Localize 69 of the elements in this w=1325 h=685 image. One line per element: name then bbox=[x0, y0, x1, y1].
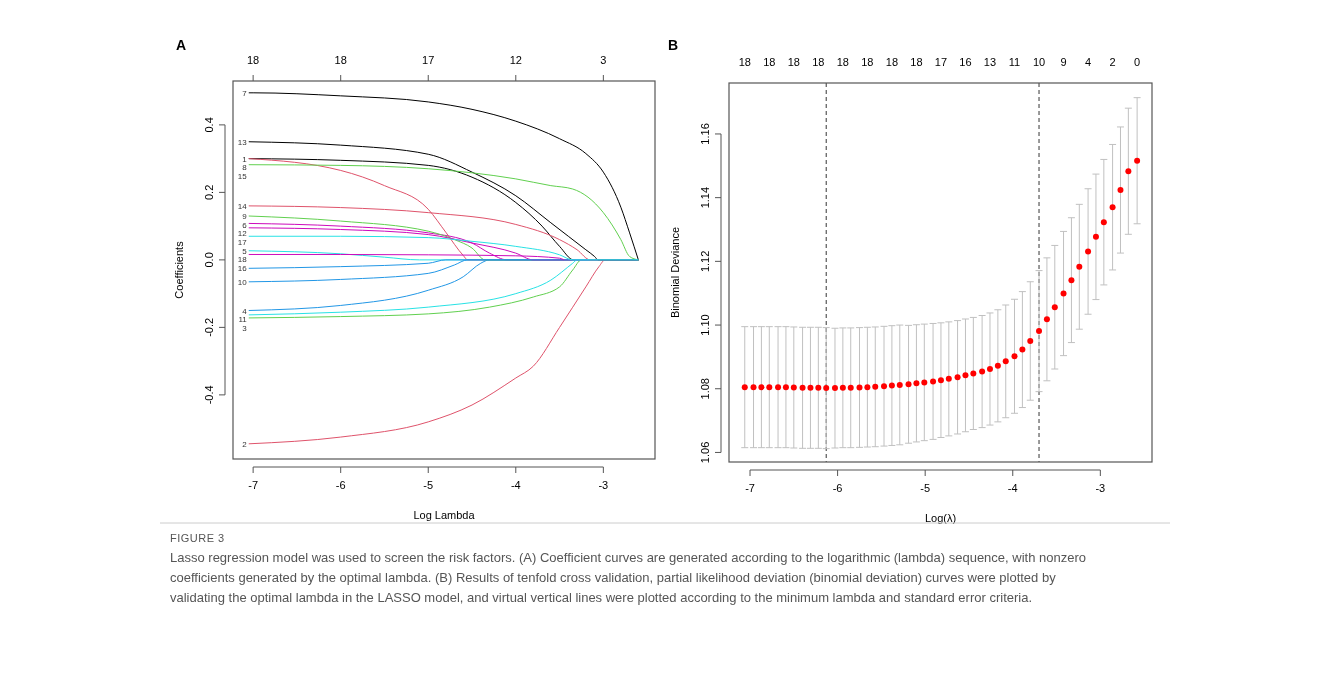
series-label: 18 bbox=[237, 255, 248, 265]
text: 17 bbox=[934, 56, 948, 68]
text: 18 bbox=[787, 56, 800, 68]
y-tick-label: 0.4 bbox=[203, 117, 215, 133]
y-tick-label: 1.14 bbox=[699, 186, 711, 209]
y-tick-label: 0.0 bbox=[203, 252, 215, 268]
caption: FIGURE 3 bbox=[170, 532, 225, 544]
y-tick-label: 1.08 bbox=[699, 378, 711, 400]
x-axis-title: Log Lambda bbox=[413, 509, 476, 521]
y-tick-label: 1.10 bbox=[699, 314, 711, 336]
annotation: 3 bbox=[600, 54, 607, 66]
chart-title: A bbox=[176, 37, 187, 53]
text: 4 bbox=[1085, 56, 1092, 68]
x-tick-label: -5 bbox=[920, 482, 931, 494]
text: 2 bbox=[1109, 56, 1116, 68]
y-axis-title: Coefficients bbox=[173, 240, 185, 299]
series-label: 6 bbox=[242, 220, 248, 230]
series-label: 15 bbox=[237, 171, 248, 181]
text: 18 bbox=[738, 56, 751, 68]
y-tick-label: 1.16 bbox=[699, 123, 711, 145]
text: Lasso regression model was used to screen the risk factors. (A) Coefficient curves are generated according to the logarithmic (lambda) sequence, with nonzero coefficients generated by the optimal lambda. (B) Results of tenfold cross validation, partial likelihood deviation (binomial deviation) curves were plotted by validating the optimal lambda in the LASSO model, and virtual vertical lines were plotted according to the minimum lambda and standard error criteria. bbox=[170, 550, 1086, 605]
y-axis-title: Binomial Deviance bbox=[669, 226, 681, 319]
text: 18 bbox=[885, 56, 899, 68]
x-tick-label: -6 bbox=[832, 482, 843, 494]
chart-title: B bbox=[668, 37, 679, 53]
y-tick-label: 1.12 bbox=[699, 250, 711, 273]
annotation: 17 bbox=[422, 54, 435, 66]
text: 18 bbox=[910, 56, 923, 68]
text: 10 bbox=[1032, 56, 1046, 68]
series-label: 11 bbox=[238, 315, 248, 324]
x-tick-label: -3 bbox=[598, 479, 609, 491]
y-tick-label: -0.4 bbox=[203, 385, 215, 405]
text: 0 bbox=[1134, 56, 1141, 68]
y-tick-label: -0.2 bbox=[203, 317, 215, 337]
series-label: 17 bbox=[237, 237, 248, 247]
series-label: 14 bbox=[237, 201, 248, 211]
x-tick-label: -4 bbox=[1007, 482, 1018, 494]
series-label: 8 bbox=[242, 163, 248, 173]
text: 18 bbox=[763, 56, 776, 68]
series-label: 16 bbox=[237, 264, 248, 274]
series-label: 4 bbox=[242, 306, 248, 316]
annotation: 18 bbox=[247, 54, 260, 66]
text: 11 bbox=[1008, 56, 1021, 68]
x-tick-label: -7 bbox=[745, 482, 755, 494]
annotation: 18 bbox=[334, 54, 347, 66]
series-label: 12 bbox=[237, 229, 248, 238]
series-label: 1 bbox=[242, 154, 248, 164]
text: 16 bbox=[959, 56, 972, 68]
text: 18 bbox=[836, 56, 849, 68]
x-tick-label: -4 bbox=[510, 479, 521, 491]
x-axis-title: Log(λ) bbox=[924, 512, 957, 524]
y-tick-label: 0.2 bbox=[203, 184, 215, 201]
series-label: 9 bbox=[242, 212, 248, 221]
y-tick-label: 1.06 bbox=[699, 441, 711, 464]
text: 18 bbox=[861, 56, 874, 68]
x-tick-label: -3 bbox=[1095, 482, 1106, 494]
series-label: 7 bbox=[242, 88, 248, 98]
x-tick-label: -6 bbox=[335, 479, 346, 491]
series-label: 3 bbox=[242, 323, 248, 333]
series-label: 10 bbox=[237, 277, 248, 287]
x-tick-label: -5 bbox=[423, 479, 434, 491]
x-tick-label: -7 bbox=[248, 479, 259, 491]
series-label: 5 bbox=[242, 246, 248, 256]
text: 18 bbox=[812, 56, 825, 68]
text: 9 bbox=[1060, 56, 1067, 68]
annotation: 12 bbox=[509, 54, 522, 66]
series-label: 2 bbox=[242, 439, 248, 449]
series-label: 13 bbox=[237, 137, 248, 147]
text: 13 bbox=[983, 56, 997, 68]
